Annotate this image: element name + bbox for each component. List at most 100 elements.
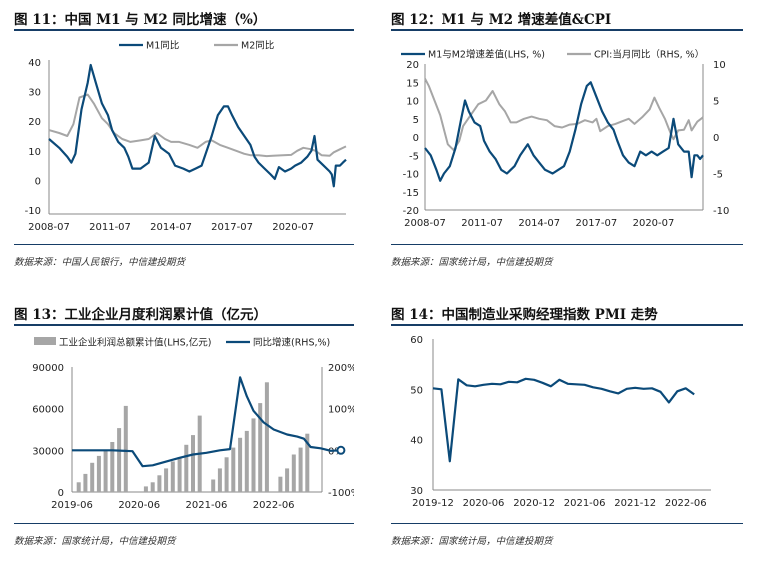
bar (157, 475, 162, 492)
bar (264, 382, 269, 492)
bar (191, 435, 195, 492)
title-rule (14, 29, 354, 31)
y-tick-label: 30 (28, 88, 41, 99)
source-note: 数据来源：中国人民银行，中信建投期货 (14, 257, 186, 268)
y2-tick-label: 5 (713, 97, 719, 108)
end-marker (336, 445, 346, 455)
x-tick-label: 2017-07 (575, 218, 617, 229)
x-tick-label: 2021-12 (614, 498, 656, 509)
panel-title: 图 11：中国 M1 与 M2 同比增速（%） (14, 12, 267, 28)
chart-industrial-profit: 0 30000 60000 90000 -100% 0% 100% 200% 2019-06 20… (32, 337, 354, 512)
bar (143, 486, 148, 492)
y-tick-label: 90000 (32, 363, 64, 374)
bar (123, 405, 128, 492)
y-tick-label: -5 (409, 151, 419, 162)
x-tick-label: 2020-12 (513, 498, 555, 509)
y2-tick-label: 0% (328, 446, 344, 457)
series-line-m1-m2-diff (424, 81, 704, 182)
y2-tick-label: 0 (713, 133, 719, 144)
title-rule (14, 324, 354, 326)
legend-label: CPI:当月同比（RHS, %） (594, 49, 704, 61)
series-line-m2 (48, 93, 347, 158)
bar (90, 462, 95, 492)
series-line-cpi (424, 78, 704, 152)
y-tick-label: 60000 (32, 405, 64, 416)
y2-tick-label: 10 (713, 60, 726, 71)
y-tick-label: 0 (35, 176, 41, 187)
legend-label: M1与M2增速差值(LHS, %) (428, 49, 545, 61)
bar (103, 450, 108, 492)
y2-tick-label: 200% (328, 363, 354, 374)
x-tick-label: 2019-12 (412, 498, 454, 509)
series-line-growth (72, 376, 341, 468)
x-tick-label: 2014-07 (150, 222, 192, 233)
bar (244, 430, 249, 492)
y2-tick-label: 100% (328, 405, 354, 416)
legend-swatch (34, 337, 56, 345)
x-tick-label: 2014-07 (518, 218, 560, 229)
title-rule (391, 324, 743, 326)
y-tick-label: -10 (25, 206, 41, 217)
title-rule (391, 29, 743, 31)
y-tick-label: 0 (413, 133, 419, 144)
bar (224, 457, 229, 492)
y-tick-label: -10 (403, 170, 419, 181)
bar (217, 468, 222, 492)
y-tick-label: 60 (410, 335, 423, 346)
bottom-rule (14, 244, 354, 245)
x-tick-label: 2022-06 (253, 500, 295, 511)
bar (285, 468, 290, 492)
bar (96, 455, 101, 492)
legend-label: M2同比 (241, 40, 274, 52)
panel-m1-m2-diff-cpi: 图 12：M1 与 M2 增速差值&CPI -20 -15 -10 -5 0 5 10 15 2… (391, 0, 743, 270)
y-tick-label: 40 (410, 436, 423, 447)
panel-m1-m2: 图 11：中国 M1 与 M2 同比增速（%） -10 0 10 20 30 40 2008… (14, 0, 354, 270)
y-tick-label: 30000 (32, 446, 64, 457)
x-tick-label: 2020-07 (633, 218, 675, 229)
y-tick-label: 50 (410, 385, 423, 396)
bar (298, 447, 303, 492)
bar (164, 468, 169, 492)
x-tick-label: 2020-06 (118, 500, 160, 511)
legend-label: 工业企业利润总额累计值(LHS,亿元) (59, 337, 211, 349)
source-note: 数据来源：国家统计局，中信建投期货 (14, 536, 176, 547)
x-tick-label: 2008-07 (28, 222, 70, 233)
bar (117, 428, 122, 492)
bar (231, 447, 236, 492)
bar (278, 476, 283, 492)
panel-pmi: 图 14：中国制造业采购经理指数 PMI 走势 30 40 50 60 2019-12 2… (391, 295, 743, 565)
series-line-m1 (48, 63, 347, 188)
chart-m1-m2-diff-cpi: -20 -15 -10 -5 0 5 10 15 20 -10 -5 0 5 10 2008-07 2011-… (401, 49, 729, 229)
x-tick-label: 2011-07 (89, 222, 131, 233)
bar (150, 482, 155, 492)
panel-industrial-profit: 图 13：工业企业月度利润累计值（亿元） 0 30000 60000 90000 -10… (14, 295, 354, 565)
bar (258, 403, 263, 492)
y-tick-label: 0 (58, 488, 64, 499)
y-tick-label: -20 (403, 206, 419, 217)
bar (184, 444, 189, 492)
source-note: 数据来源：国家统计局，中信建投期货 (391, 257, 553, 268)
x-tick-label: 2017-07 (211, 222, 253, 233)
bar (76, 482, 81, 492)
bar (83, 473, 88, 492)
y2-tick-label: -100% (328, 488, 354, 499)
y-tick-label: 15 (406, 78, 419, 89)
x-tick-label: 2008-07 (404, 218, 446, 229)
bar (291, 454, 296, 492)
x-tick-label: 2022-06 (665, 498, 707, 509)
panel-title: 图 13：工业企业月度利润累计值（亿元） (14, 307, 267, 323)
panel-title: 图 14：中国制造业采购经理指数 PMI 走势 (391, 307, 658, 323)
y-tick-label: 30 (410, 486, 423, 497)
series-line-pmi (432, 377, 695, 463)
bar (251, 418, 256, 492)
bottom-rule (391, 523, 743, 524)
y-tick-label: 5 (413, 115, 419, 126)
y-tick-label: 20 (28, 117, 41, 128)
chart-pmi: 30 40 50 60 2019-12 2020-06 2020-12 2021-06 2021… (410, 335, 711, 509)
x-tick-label: 2020-07 (272, 222, 314, 233)
bar (305, 433, 310, 492)
x-tick-label: 2019-06 (51, 500, 93, 511)
y2-tick-label: -10 (713, 206, 729, 217)
bar (110, 442, 115, 492)
x-tick-label: 2021-06 (564, 498, 606, 509)
